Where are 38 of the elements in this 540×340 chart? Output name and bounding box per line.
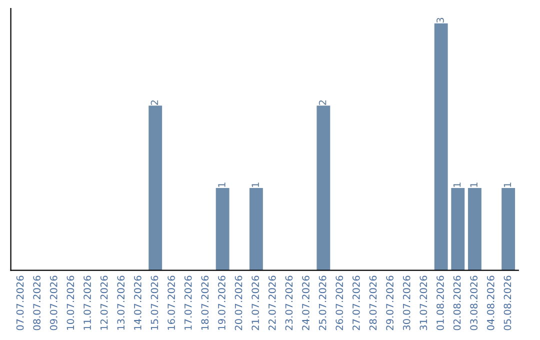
x-tick-label: 19.07.2026 xyxy=(218,276,226,330)
x-tick-label: 12.07.2026 xyxy=(100,276,108,330)
x-tick-label: 14.07.2026 xyxy=(134,276,142,330)
x-tick-label: 09.07.2026 xyxy=(50,276,58,330)
x-tick-label: 11.07.2026 xyxy=(84,276,91,330)
data-label: 1 xyxy=(504,182,511,187)
x-tick-label: 17.07.2026 xyxy=(184,276,192,330)
x-tick-label: 16.07.2026 xyxy=(168,276,175,330)
x-tick-label: 01.08.2026 xyxy=(436,276,444,330)
x-tick-label: 27.07.2026 xyxy=(352,276,360,330)
x-tick-label: 02.08.2026 xyxy=(453,276,461,330)
data-label: 1 xyxy=(218,182,226,187)
x-tick-label: 21.07.2026 xyxy=(252,276,260,330)
x-tick-label: 04.08.2026 xyxy=(486,276,494,330)
data-label: 1 xyxy=(453,182,461,187)
x-tick-label: 25.07.2026 xyxy=(318,276,326,330)
x-tick-label: 05.08.2026 xyxy=(504,276,512,330)
x-tick-label: 13.07.2026 xyxy=(117,276,125,330)
x-tick-label: 23.07.2026 xyxy=(285,276,293,330)
x-tick-label: 29.07.2026 xyxy=(386,276,394,330)
x-tick-label: 18.07.2026 xyxy=(201,276,209,330)
x-tick-label: 30.07.2026 xyxy=(402,276,410,330)
x-tick-label: 31.07.2026 xyxy=(420,276,428,330)
x-tick-label: 07.07.2026 xyxy=(16,276,24,330)
data-label: 2 xyxy=(150,100,158,105)
x-tick-label: 22.07.2026 xyxy=(268,276,276,330)
x-tick-label: 08.07.2026 xyxy=(33,276,41,330)
data-label: 1 xyxy=(470,182,478,187)
x-tick-label: 03.08.2026 xyxy=(470,276,478,330)
x-tick-label: 15.07.2026 xyxy=(150,276,158,330)
x-tick-label: 26.07.2026 xyxy=(336,276,344,330)
x-tick-label: 24.07.2026 xyxy=(302,276,310,330)
data-label: 2 xyxy=(318,100,326,105)
x-tick-label: 28.07.2026 xyxy=(369,276,377,330)
x-tick-label: 10.07.2026 xyxy=(66,276,74,330)
x-tick-label: 20.07.2026 xyxy=(234,276,242,330)
data-label: 1 xyxy=(252,182,259,187)
data-label: 3 xyxy=(436,18,444,23)
